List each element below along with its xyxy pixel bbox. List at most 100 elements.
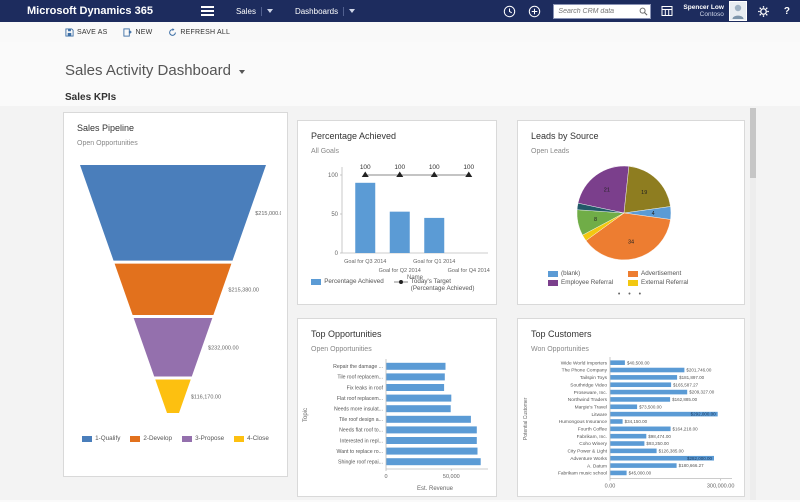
nav-sales[interactable]: Sales [236, 6, 273, 16]
funnel-legend: 1-Qualify 2-Develop 3-Propose 4-Close [64, 435, 287, 442]
bar-Proseware, Inc.[interactable] [610, 389, 688, 395]
funnel-segment-2-Develop[interactable] [114, 263, 232, 315]
pie-svg: 21 19 4 34 8 [576, 165, 672, 261]
bar-City Power & Light[interactable] [610, 448, 657, 454]
bar-Repair the damage ...[interactable] [386, 362, 446, 370]
bar-Goal for Q1 2014[interactable] [424, 217, 445, 253]
user-name: Spencer Low [683, 4, 724, 11]
x-axis-category: Goal for Q3 2014 [344, 259, 386, 265]
funnel-segment-4-Close[interactable] [155, 379, 191, 413]
bar-Interested in repl...[interactable] [386, 437, 477, 444]
category-label: Fabrikam music school [558, 471, 607, 477]
bar-Shingle roof repai...[interactable] [386, 458, 481, 466]
settings-gear-icon[interactable] [757, 5, 770, 18]
bar-Northwind Traders[interactable] [610, 397, 671, 402]
chevron-down-icon[interactable] [266, 9, 273, 13]
chart-title: Percentage Achieved [311, 131, 397, 141]
bar-Goal for Q2 2014[interactable] [389, 211, 410, 253]
bar-Adventure Works[interactable] [610, 455, 714, 461]
user-avatar[interactable] [728, 1, 747, 21]
bar-Tile roof design a...[interactable] [386, 415, 471, 423]
create-plus-icon[interactable] [528, 5, 541, 18]
recent-items-clock-icon[interactable] [503, 5, 516, 18]
category-label: Fourth Coffee [578, 427, 608, 433]
bar-Margie's Travel[interactable] [610, 404, 638, 410]
pie-slice-value: 4 [652, 211, 655, 217]
bar-Coho Winery[interactable] [610, 441, 645, 446]
legend-label: 3-Propose [195, 435, 225, 442]
legend-more-dots[interactable]: • • • [617, 291, 645, 298]
top-customers-chart[interactable]: Wide World Importers $40,500.00 The Phone … [520, 357, 744, 502]
save-as-button[interactable]: SAVE AS [65, 27, 107, 37]
bar-Flat roof replacem...[interactable] [386, 394, 452, 402]
funnel-segment-3-Propose[interactable] [133, 317, 213, 377]
bar-Litware[interactable] [610, 411, 718, 417]
bar-Goal for Q3 2014[interactable] [355, 182, 376, 253]
vertical-scrollbar[interactable] [750, 108, 756, 500]
refresh-all-button[interactable]: REFRESH ALL [168, 27, 230, 37]
category-label: Needs more insulat... [334, 407, 383, 413]
bar-Fix leaks in roof[interactable] [386, 384, 445, 391]
advanced-find-grid-icon[interactable] [661, 5, 673, 17]
top-opportunities-chart[interactable]: Repair the damage ... Tile roof replacem.… [300, 359, 496, 502]
sales-pipeline-chart[interactable]: $215,000.00 $215,380.00 $232,000.00 $116,17… [72, 161, 286, 424]
bar-Southridge Video[interactable] [610, 382, 672, 388]
legend-item: 3-Propose [182, 435, 224, 442]
help-button[interactable]: ? [783, 5, 790, 17]
legend-label: 4-Close [247, 435, 269, 442]
scrollbar-thumb[interactable] [750, 108, 756, 178]
search-box[interactable] [553, 3, 652, 19]
x-axis-category: Goal for Q4 2014 [448, 268, 490, 274]
pie-slice-Advertisement[interactable] [585, 212, 671, 261]
bar-Needs more insulat...[interactable] [386, 405, 451, 413]
dashboard-title-selector[interactable]: Sales Activity Dashboard [65, 62, 245, 79]
target-point-label: 100 [429, 164, 440, 171]
legend-swatch [82, 436, 93, 442]
bar-Wide World Importers[interactable] [610, 360, 625, 365]
pie-slice-other[interactable] [623, 166, 671, 214]
target-marker[interactable] [361, 171, 369, 178]
funnel-segment-value: $116,170.00 [191, 394, 221, 400]
bar-Fabrikam, Inc.[interactable] [610, 433, 647, 439]
bar-Humongous Insurance[interactable] [610, 419, 623, 424]
search-input[interactable] [556, 6, 640, 16]
category-label: Proseware, Inc. [574, 390, 607, 396]
category-label: Margie's Travel [575, 404, 607, 410]
bar-The Phone Company[interactable] [610, 367, 685, 373]
category-label: Fabrikam, Inc. [577, 434, 607, 440]
user-menu[interactable]: Spencer Low Contoso [683, 4, 723, 18]
app-brand: Microsoft Dynamics 365 [27, 5, 153, 17]
category-label: Tailspin Toys [580, 375, 608, 381]
legend-item: 1-Qualify [82, 435, 120, 442]
pie-slice-other[interactable] [576, 202, 625, 214]
pie-slice-value: 34 [628, 239, 634, 245]
bar-Fourth Coffee[interactable] [610, 426, 671, 432]
bar-Tile roof replacem...[interactable] [386, 373, 445, 381]
funnel-segment-1-Qualify[interactable] [80, 165, 266, 261]
bar-Tailspin Toys[interactable] [610, 375, 678, 380]
nav-dashboards[interactable]: Dashboards [295, 6, 356, 16]
target-marker[interactable] [465, 171, 473, 178]
chevron-down-icon[interactable] [238, 70, 245, 74]
legend-item: External Referral [628, 279, 708, 286]
pie-slice-Employee Referral[interactable] [577, 165, 630, 214]
command-bar: SAVE AS NEW REFRESH ALL [0, 22, 800, 42]
x-axis-title: Name [407, 275, 424, 279]
target-marker[interactable] [396, 171, 404, 178]
category-label: Flat roof replacem... [337, 396, 383, 402]
user-org: Contoso [699, 11, 724, 18]
bar-value-label: $40,500.00 [627, 360, 650, 365]
hamburger-menu-icon[interactable] [200, 4, 214, 18]
search-icon[interactable] [639, 7, 648, 16]
leads-by-source-chart[interactable]: 21 19 4 34 8 [518, 159, 746, 272]
percentage-achieved-chart[interactable]: 100 50 0 100 100 100 100 Goal for Q3 2014 Goal f… [302, 161, 494, 284]
bar-Want to replace ro...[interactable] [386, 447, 478, 455]
bar-A. Datum[interactable] [610, 463, 677, 468]
nav-separator [343, 6, 345, 16]
target-marker[interactable] [430, 171, 438, 178]
target-point-label: 100 [463, 164, 474, 171]
new-button[interactable]: NEW [123, 27, 152, 37]
bar-Needs flat roof to...[interactable] [386, 426, 477, 434]
chevron-down-icon[interactable] [349, 9, 356, 13]
bar-Fabrikam music school[interactable] [610, 470, 627, 476]
